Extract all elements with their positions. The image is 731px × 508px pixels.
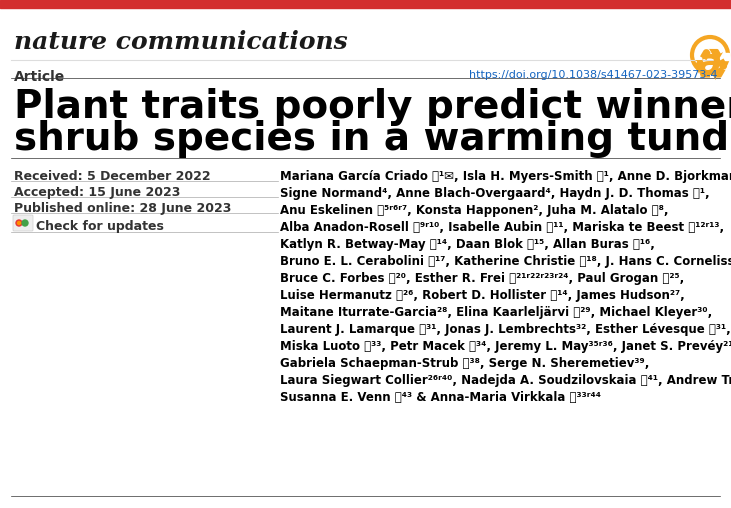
Text: a: a xyxy=(698,46,722,80)
Text: https://doi.org/10.1038/s41467-023-39573-4: https://doi.org/10.1038/s41467-023-39573… xyxy=(469,70,717,80)
Bar xyxy=(0,0,731,8)
Text: Miska Luoto ⓘ³³, Petr Macek ⓘ³⁴, Jeremy L. May³⁵ʳ³⁶, Janet S. Prevéy²¹ʳ³⁷,: Miska Luoto ⓘ³³, Petr Macek ⓘ³⁴, Jeremy … xyxy=(280,340,731,353)
Text: Gabriela Schaepman-Strub ⓘ³⁸, Serge N. Sheremetiev³⁹,: Gabriela Schaepman-Strub ⓘ³⁸, Serge N. S… xyxy=(280,357,649,370)
Text: Plant traits poorly predict winner and loser: Plant traits poorly predict winner and l… xyxy=(14,88,731,126)
Text: nature communications: nature communications xyxy=(14,30,348,54)
Circle shape xyxy=(702,47,718,63)
Text: ♻: ♻ xyxy=(690,46,730,89)
Circle shape xyxy=(16,220,22,226)
Circle shape xyxy=(18,221,20,225)
Text: Katlyn R. Betway-May ⓘ¹⁴, Daan Blok ⓘ¹⁵, Allan Buras ⓘ¹⁶,: Katlyn R. Betway-May ⓘ¹⁴, Daan Blok ⓘ¹⁵,… xyxy=(280,238,655,251)
Text: Maitane Iturrate-Garcia²⁸, Elina Kaarleljärvi ⓘ²⁹, Michael Kleyer³⁰,: Maitane Iturrate-Garcia²⁸, Elina Kaarlel… xyxy=(280,306,712,319)
Text: shrub species in a warming tundra biome: shrub species in a warming tundra biome xyxy=(14,120,731,158)
Text: Bruce C. Forbes ⓘ²⁰, Esther R. Frei ⓘ²¹ʳ²²ʳ²³ʳ²⁴, Paul Grogan ⓘ²⁵,: Bruce C. Forbes ⓘ²⁰, Esther R. Frei ⓘ²¹ʳ… xyxy=(280,272,684,285)
Text: Accepted: 15 June 2023: Accepted: 15 June 2023 xyxy=(14,186,181,199)
Text: Article: Article xyxy=(14,70,65,84)
Text: Laura Siegwart Collier²⁶ʳ⁴⁰, Nadejda A. Soudzilovskaia ⓘ⁴¹, Andrew Trant ⓘ⁴²,: Laura Siegwart Collier²⁶ʳ⁴⁰, Nadejda A. … xyxy=(280,374,731,387)
Text: Luise Hermanutz ⓘ²⁶, Robert D. Hollister ⓘ¹⁴, James Hudson²⁷,: Luise Hermanutz ⓘ²⁶, Robert D. Hollister… xyxy=(280,289,685,302)
Circle shape xyxy=(22,220,28,226)
Bar xyxy=(717,53,729,60)
Text: Mariana García Criado ⓘ¹✉, Isla H. Myers-Smith ⓘ¹, Anne D. Bjorkman ⓘ²ʳ³,: Mariana García Criado ⓘ¹✉, Isla H. Myers… xyxy=(280,170,731,183)
FancyBboxPatch shape xyxy=(13,215,33,231)
Text: Received: 5 December 2022: Received: 5 December 2022 xyxy=(14,170,211,183)
Text: Laurent J. Lamarque ⓘ³¹, Jonas J. Lembrechts³², Esther Lévesque ⓘ³¹,: Laurent J. Lamarque ⓘ³¹, Jonas J. Lembre… xyxy=(280,323,731,336)
Text: Alba Anadon-Rosell ⓘ⁹ʳ¹⁰, Isabelle Aubin ⓘ¹¹, Mariska te Beest ⓘ¹²ʳ¹³,: Alba Anadon-Rosell ⓘ⁹ʳ¹⁰, Isabelle Aubin… xyxy=(280,221,724,234)
Text: Published online: 28 June 2023: Published online: 28 June 2023 xyxy=(14,202,232,215)
Text: Bruno E. L. Cerabolini ⓘ¹⁷, Katherine Christie ⓘ¹⁸, J. Hans C. Cornelissen¹⁹,: Bruno E. L. Cerabolini ⓘ¹⁷, Katherine Ch… xyxy=(280,255,731,268)
Text: Check for updates: Check for updates xyxy=(36,220,164,233)
Text: Susanna E. Venn ⓘ⁴³ & Anna-Maria Virkkala ⓘ³³ʳ⁴⁴: Susanna E. Venn ⓘ⁴³ & Anna-Maria Virkkal… xyxy=(280,391,601,404)
Text: Signe Normand⁴, Anne Blach-Overgaard⁴, Haydn J. D. Thomas ⓘ¹,: Signe Normand⁴, Anne Blach-Overgaard⁴, H… xyxy=(280,187,710,200)
Text: Anu Eskelinen ⓘ⁵ʳ⁶ʳ⁷, Konsta Happonen², Juha M. Alatalo ⓘ⁸,: Anu Eskelinen ⓘ⁵ʳ⁶ʳ⁷, Konsta Happonen², … xyxy=(280,204,669,217)
